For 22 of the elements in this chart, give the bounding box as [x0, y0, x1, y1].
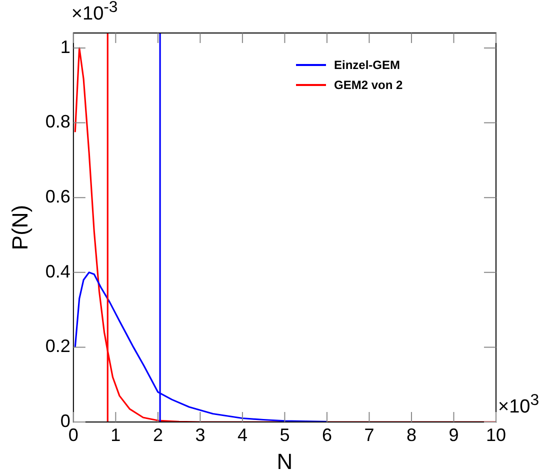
y-tick-label: 0.4	[45, 261, 70, 282]
x-tick-label: 4	[237, 424, 248, 445]
y-tick-label: 0.6	[45, 186, 70, 207]
text: ×10$^{-3}$	[71, 0, 118, 26]
x-tick-label: 3	[195, 424, 206, 445]
x-tick-label: 1	[110, 424, 121, 445]
y-tick-label: 0.2	[45, 336, 70, 356]
y-axis-title: P(N)	[7, 204, 32, 250]
legend-label: GEM2 von 2	[334, 78, 403, 92]
y-tick-label: 0.8	[45, 112, 70, 132]
x-tick-label: 10	[486, 424, 506, 445]
legend-label: Einzel-GEM	[334, 58, 400, 72]
x-axis-title: N	[276, 448, 293, 474]
x-tick-label: 5	[280, 424, 290, 445]
x-tick-label: 9	[448, 424, 459, 445]
x-tick-label: 6	[322, 424, 332, 445]
x-tick-label: 8	[406, 424, 416, 445]
text: ×10$^{3}$	[498, 392, 539, 418]
x-tick-label: 2	[152, 424, 163, 445]
y-tick-label: 1	[60, 36, 70, 57]
x-tick-label: 7	[364, 424, 374, 445]
y-tick-label: 0	[60, 410, 70, 431]
